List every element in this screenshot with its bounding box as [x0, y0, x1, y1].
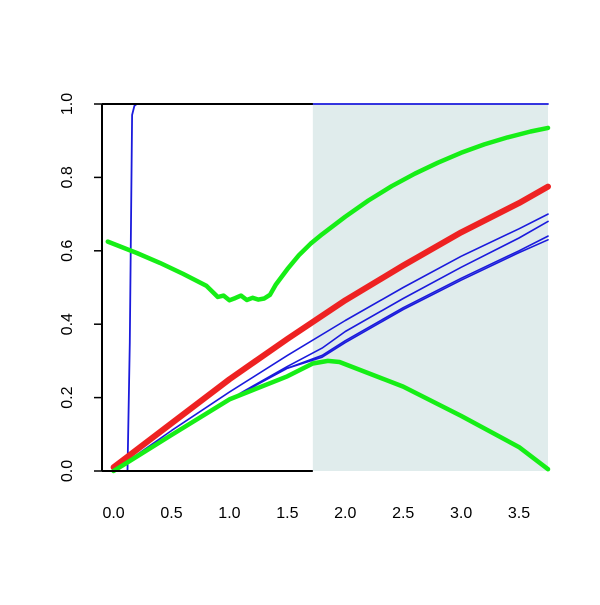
y-tick-label: 0.0 — [59, 460, 76, 482]
shaded-region-layer — [312, 104, 548, 471]
axes-layer — [101, 103, 313, 472]
y-tick-label: 1.0 — [59, 93, 76, 115]
x-tick-label: 0.0 — [102, 505, 124, 522]
series-line-3-red — [110, 183, 551, 471]
series-layer — [105, 103, 551, 474]
x-tick-label: 0.5 — [160, 505, 182, 522]
x-tick-label: 1.0 — [218, 505, 240, 522]
y-tick-label: 0.8 — [59, 166, 76, 188]
x-axis-ticks: 0.0 0.5 1.0 1.5 2.0 2.5 3.0 3.5 — [102, 505, 530, 522]
x-tick-label: 2.5 — [392, 505, 414, 522]
y-axis-ticks: 0.0 0.2 0.4 0.6 0.8 1.0 — [59, 93, 102, 482]
x-tick-label: 2.0 — [334, 505, 356, 522]
series-line-4-blue — [112, 213, 549, 472]
y-tick-label: 0.4 — [59, 313, 76, 335]
y-tick-label: 0.2 — [59, 386, 76, 408]
y-tick-label: 0.6 — [59, 240, 76, 262]
series-line-2-green — [105, 125, 551, 303]
x-tick-label: 1.5 — [276, 505, 298, 522]
series-line-8-green — [111, 358, 551, 474]
x-tick-label: 3.5 — [508, 505, 530, 522]
shaded-region — [312, 104, 548, 471]
x-tick-label: 3.0 — [450, 505, 472, 522]
